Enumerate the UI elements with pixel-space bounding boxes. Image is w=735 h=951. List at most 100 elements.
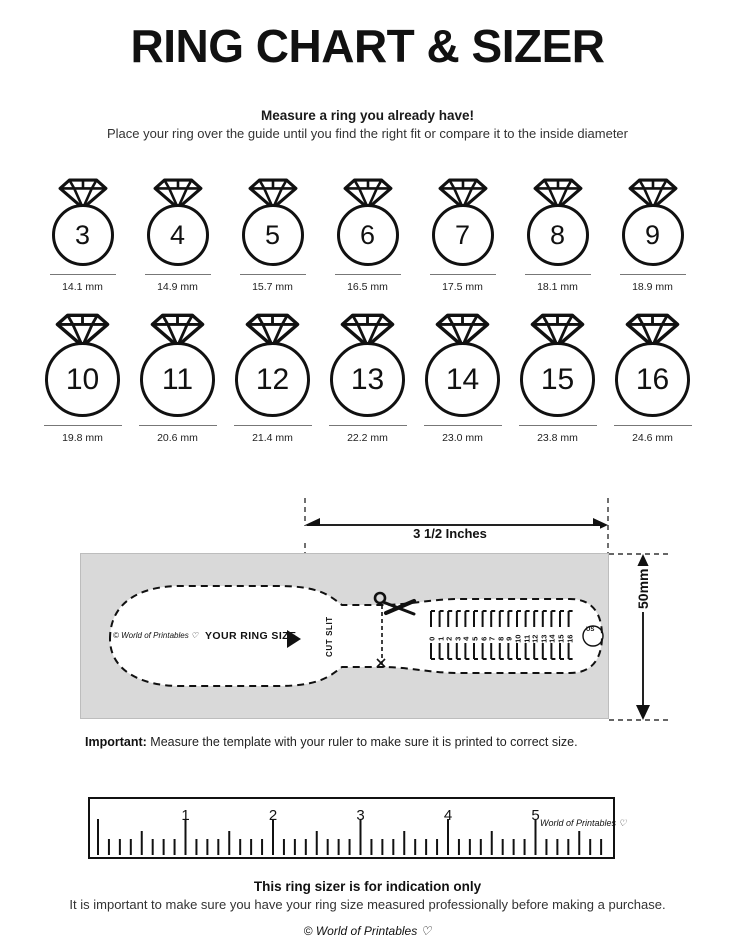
us-circle-icon xyxy=(582,625,604,647)
ring-size-cell[interactable]: 5 15.7 mm xyxy=(239,178,306,294)
ring-size-number: 9 xyxy=(644,219,661,250)
ring-size-number: 8 xyxy=(549,219,566,250)
ring-size-cell[interactable]: 7 17.5 mm xyxy=(429,178,496,294)
ring-size-number: 11 xyxy=(161,362,194,396)
ring-size-cell[interactable]: 10 19.8 mm xyxy=(43,313,122,445)
right-arrow-icon xyxy=(287,630,301,648)
ring-circle[interactable]: 11 xyxy=(140,342,215,418)
footer-credit: © World of Printables ♡ xyxy=(303,924,432,938)
ring-circle[interactable]: 3 xyxy=(51,204,114,267)
ring-size-number: 15 xyxy=(540,362,575,396)
ring-illustration: 11 xyxy=(140,313,215,418)
scissors-icon xyxy=(373,591,417,616)
strip-watermark: © World of Printables ♡ xyxy=(113,631,199,640)
ring-circle[interactable]: 13 xyxy=(330,342,405,418)
ring-size-cell[interactable]: 11 20.6 mm xyxy=(138,313,217,444)
ring-size-cell[interactable]: 6 16.5 mm xyxy=(334,178,401,294)
ring-size-number: 3 xyxy=(74,219,91,250)
ring-circle[interactable]: 14 xyxy=(425,342,500,418)
ring-underline xyxy=(233,425,312,427)
sizer-strip-outline xyxy=(108,585,604,687)
ring-underline xyxy=(239,274,306,276)
footer-plain: It is important to make sure you have yo… xyxy=(69,897,666,912)
ring-size-cell[interactable]: 13 22.2 mm xyxy=(328,313,407,445)
height-dimension-arrow xyxy=(609,553,669,721)
ring-size-cell[interactable]: 12 21.4 mm xyxy=(233,313,312,444)
ring-diameter-label: 19.8 mm xyxy=(62,432,103,445)
ruler-number: 2 xyxy=(268,807,278,824)
ring-diameter-label: 16.5 mm xyxy=(347,281,388,294)
size-scale-number: 14 xyxy=(547,634,557,643)
footer-bold: This ring sizer is for indication only xyxy=(253,879,482,894)
ring-circle[interactable]: 6 xyxy=(336,204,399,267)
ring-size-cell[interactable]: 14 23.0 mm xyxy=(423,313,502,445)
size-scale-ticks xyxy=(430,610,573,660)
ring-illustration: 9 xyxy=(621,178,684,267)
ring-diameter-label: 18.9 mm xyxy=(632,281,673,294)
ruler-watermark: World of Printables ♡ xyxy=(540,818,627,828)
ring-illustration: 4 xyxy=(146,178,209,267)
ring-size-number: 14 xyxy=(445,362,480,396)
ring-size-cell[interactable]: 15 23.8 mm xyxy=(518,313,597,445)
size-scale-number: 11 xyxy=(521,634,531,643)
ring-underline xyxy=(518,425,597,427)
ring-underline xyxy=(524,274,591,276)
ruler-number: 3 xyxy=(356,807,365,824)
important-note-bold: Important: xyxy=(85,735,147,749)
ring-illustration: 8 xyxy=(526,178,589,267)
width-dimension-label: 3 1/2 Inches xyxy=(300,526,600,541)
ring-size-number: 7 xyxy=(454,219,471,250)
ring-circle[interactable]: 15 xyxy=(520,342,595,418)
ruler-number: 5 xyxy=(531,807,540,824)
ring-illustration: 13 xyxy=(330,313,405,418)
ring-diameter-label: 23.0 mm xyxy=(442,432,483,445)
subtitle-plain: Place your ring over the guide until you… xyxy=(106,126,628,141)
ring-circle[interactable]: 16 xyxy=(615,342,690,418)
ring-circle[interactable]: 7 xyxy=(431,204,494,267)
ring-circle[interactable]: 5 xyxy=(241,204,304,267)
ring-size-cell[interactable]: 4 14.9 mm xyxy=(144,178,211,293)
ring-illustration: 16 xyxy=(615,313,690,418)
size-scale-number: 1 xyxy=(435,636,445,641)
ring-diameter-label: 17.5 mm xyxy=(442,281,483,294)
ring-diameter-label: 15.7 mm xyxy=(252,281,293,294)
ring-circle[interactable]: 8 xyxy=(526,204,589,267)
ring-illustration: 6 xyxy=(336,178,399,267)
ring-underline xyxy=(328,425,407,427)
ring-circle[interactable]: 4 xyxy=(146,204,209,267)
ring-size-cell[interactable]: 16 24.6 mm xyxy=(613,313,692,445)
ring-row-1: 3 14.1 mm 4 14.9 mm 5 15.7 mm 6 16.5 mm 7 17.5 mm… xyxy=(0,178,735,293)
ring-size-cell[interactable]: 3 14.1 mm xyxy=(49,178,116,293)
size-scale-number: 15 xyxy=(556,634,566,643)
ring-underline xyxy=(49,274,116,276)
ring-size-number: 12 xyxy=(255,362,290,396)
ring-circle[interactable]: 10 xyxy=(45,342,120,418)
your-ring-size-label: YOUR RING SIZE xyxy=(205,630,297,642)
ring-circle[interactable]: 9 xyxy=(621,204,684,267)
ring-illustration: 5 xyxy=(241,178,304,267)
ring-size-number: 5 xyxy=(264,219,281,250)
ruler-ticks xyxy=(97,819,603,855)
ring-diameter-label: 24.6 mm xyxy=(632,432,673,445)
ring-circle[interactable]: 12 xyxy=(235,342,310,418)
important-note-text: Measure the template with your ruler to … xyxy=(146,735,578,749)
ring-illustration: 12 xyxy=(235,313,310,418)
subtitle-bold: Measure a ring you already have! xyxy=(260,108,475,123)
ruler-number: 1 xyxy=(181,807,190,824)
ring-illustration: 14 xyxy=(425,313,500,418)
ring-diameter-label: 22.2 mm xyxy=(347,432,388,445)
us-label: US xyxy=(586,627,595,633)
size-scale-number: 12 xyxy=(530,634,540,643)
size-scale-number: 10 xyxy=(513,634,523,643)
ring-illustration: 7 xyxy=(431,178,494,267)
size-scale-number: 2 xyxy=(444,636,454,641)
ring-underline xyxy=(138,425,217,427)
ring-size-cell[interactable]: 8 18.1 mm xyxy=(524,178,591,294)
important-note: Important: Measure the template with you… xyxy=(85,735,578,749)
page-title: RING CHART & SIZER xyxy=(130,20,606,72)
cut-slit-label: CUT SLIT xyxy=(325,616,334,657)
ring-size-cell[interactable]: 9 18.9 mm xyxy=(619,178,686,294)
ring-diameter-label: 18.1 mm xyxy=(537,281,578,294)
ring-diameter-label: 23.8 mm xyxy=(537,432,578,445)
